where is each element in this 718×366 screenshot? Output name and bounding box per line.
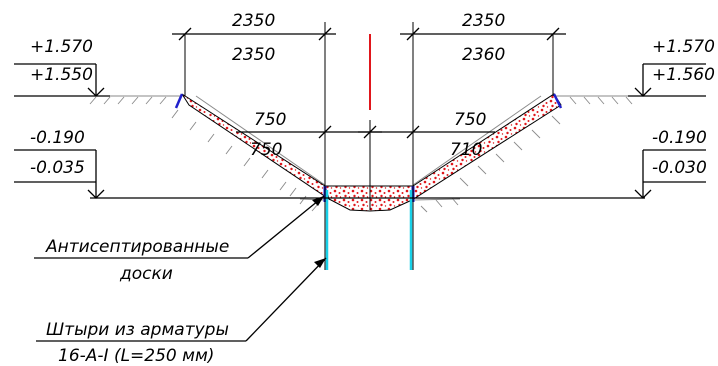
elevation-right-mid: -0.190 -0.030 [634, 128, 707, 199]
dim-left-top-upper: 2350 [232, 11, 275, 31]
elev-right-top-lower: +1.560 [652, 65, 715, 85]
elev-right-mid-upper: -0.190 [652, 128, 707, 148]
ground-hatching [89, 96, 633, 213]
dim-right-top-upper: 2350 [462, 11, 505, 31]
label-boards-line1: Антисептированные [45, 237, 229, 257]
dim-left-mid-upper: 750 [254, 110, 286, 130]
right-slope-lining [411, 93, 562, 201]
elevation-left-top: +1.570 +1.550 [14, 37, 110, 97]
label-pins-line1: Штыри из арматуры [46, 320, 229, 340]
left-edge-board [174, 93, 184, 109]
leader-boards [34, 195, 325, 259]
elev-right-top-upper: +1.570 [652, 37, 715, 57]
elev-left-mid-lower: -0.035 [30, 158, 85, 178]
dim-left-top-lower: 2350 [232, 45, 275, 65]
reinforcement-pins [325, 190, 413, 270]
elev-left-top-lower: +1.550 [30, 65, 93, 85]
right-edge-board [552, 93, 563, 109]
ground-profile [88, 95, 640, 213]
elev-left-mid-upper: -0.190 [30, 128, 85, 148]
elevation-right-top: +1.570 +1.560 [628, 37, 715, 97]
label-boards-line2: доски [119, 264, 173, 284]
dim-left-mid-lower: 750 [250, 140, 282, 160]
elev-right-mid-lower: -0.030 [652, 158, 707, 178]
dim-right-mid-upper: 750 [454, 110, 486, 130]
leader-pins [36, 257, 327, 342]
channel-lining [181, 93, 562, 212]
top-dimensions [172, 22, 566, 270]
elevation-left-mid: -0.190 -0.035 [14, 128, 105, 199]
elev-left-top-upper: +1.570 [30, 37, 93, 57]
dim-right-mid-lower: 710 [450, 140, 482, 160]
label-pins-line2: 16-А-I (L=250 мм) [58, 346, 214, 366]
dim-right-top-lower: 2360 [462, 45, 505, 65]
